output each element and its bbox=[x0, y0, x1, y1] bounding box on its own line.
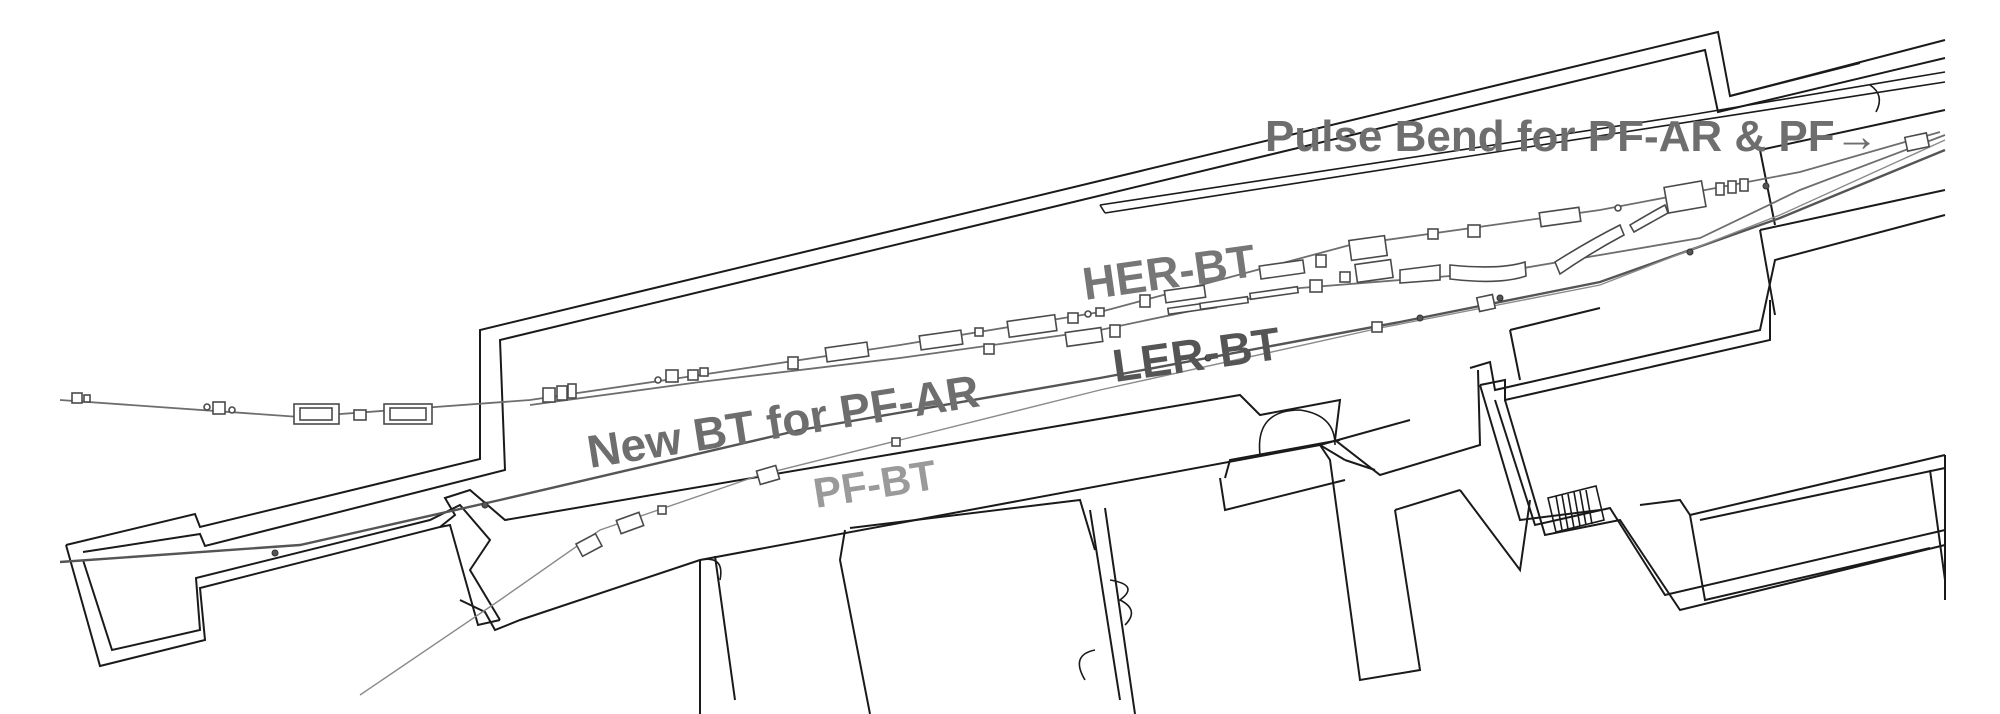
bend-magnet bbox=[1554, 223, 1626, 276]
magnet bbox=[71, 392, 83, 404]
label-ler-bt: LER-BT bbox=[1109, 317, 1283, 392]
pulse-bend-magnet bbox=[1903, 131, 1931, 153]
magnet bbox=[1538, 206, 1582, 228]
magnet bbox=[1064, 326, 1104, 348]
door-arc bbox=[699, 558, 722, 581]
bend-magnet bbox=[1449, 260, 1527, 283]
magnet bbox=[1315, 254, 1327, 268]
magnet bbox=[83, 394, 91, 403]
magnet bbox=[918, 329, 964, 351]
magnet bbox=[755, 464, 781, 486]
magnet bbox=[1139, 294, 1151, 308]
door-arc bbox=[1258, 409, 1336, 456]
magnet bbox=[1727, 180, 1737, 194]
magnet bbox=[1198, 295, 1250, 311]
magnet bbox=[1248, 285, 1300, 301]
pf-bt-line bbox=[359, 139, 1946, 696]
magnet bbox=[542, 387, 556, 403]
monitor bbox=[228, 406, 236, 414]
monitor bbox=[203, 403, 211, 411]
door-arc bbox=[1109, 579, 1133, 626]
bend-magnet bbox=[1628, 203, 1669, 234]
magnet bbox=[1739, 178, 1749, 192]
magnet bbox=[1715, 182, 1725, 196]
magnet bbox=[1371, 321, 1383, 333]
monitor bbox=[1614, 204, 1622, 212]
magnet bbox=[1427, 228, 1439, 240]
door-arc bbox=[1078, 649, 1096, 681]
magnet bbox=[687, 369, 699, 381]
magnet bbox=[1258, 259, 1306, 280]
label-pf-bt: PF-BT bbox=[810, 451, 940, 517]
magnet bbox=[1467, 224, 1481, 238]
magnet bbox=[1475, 293, 1497, 313]
ler-bt-line bbox=[529, 134, 1946, 406]
magnet bbox=[824, 341, 870, 363]
magnet bbox=[212, 401, 226, 415]
magnet bbox=[1067, 312, 1079, 324]
bend-magnet bbox=[1399, 264, 1441, 284]
magnet bbox=[787, 356, 799, 370]
magnet bbox=[1109, 324, 1121, 338]
magnet bbox=[974, 327, 984, 337]
monitor bbox=[654, 376, 662, 384]
her-bt-line bbox=[59, 131, 1941, 418]
magnet bbox=[353, 409, 367, 421]
magnet bbox=[567, 383, 577, 399]
magnet bbox=[1347, 234, 1389, 262]
magnet bbox=[657, 505, 667, 515]
magnet bbox=[1354, 258, 1394, 284]
magnet bbox=[389, 407, 427, 421]
magnet bbox=[699, 367, 709, 377]
new-bt-line bbox=[59, 148, 1946, 564]
magnet bbox=[665, 369, 679, 383]
line-labels: HER-BT LER-BT New BT for PF-AR PF-BT Pul… bbox=[583, 112, 1878, 517]
label-pulse-bend: Pulse Bend for PF-AR & PF→ bbox=[1265, 112, 1879, 161]
magnet bbox=[556, 385, 568, 401]
pulse-bend-magnet bbox=[1663, 179, 1707, 215]
magnet bbox=[983, 343, 995, 355]
monitor bbox=[1084, 310, 1092, 318]
door-arc bbox=[1869, 84, 1881, 113]
stairs bbox=[1547, 485, 1605, 533]
magnet bbox=[574, 532, 604, 558]
magnet bbox=[1006, 313, 1058, 339]
magnet bbox=[1309, 279, 1323, 293]
magnet bbox=[615, 511, 645, 535]
magnet bbox=[1095, 307, 1105, 317]
magnet bbox=[299, 407, 333, 421]
magnet bbox=[1339, 271, 1351, 283]
beam-elements bbox=[71, 131, 1931, 558]
magnet bbox=[1163, 284, 1207, 304]
magnet bbox=[891, 437, 901, 447]
